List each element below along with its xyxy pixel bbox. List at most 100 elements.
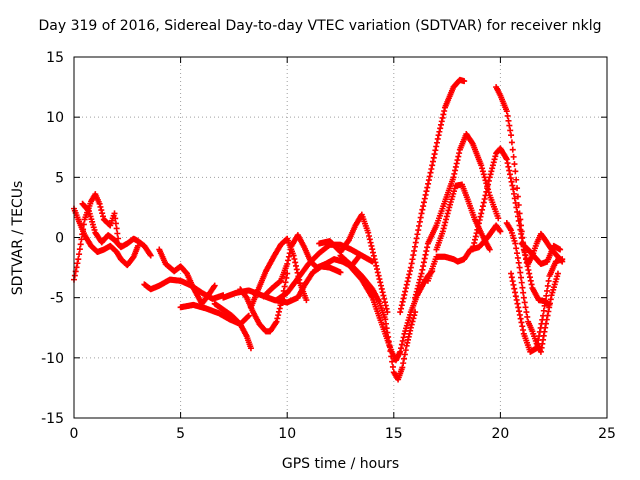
data-point-marker (74, 260, 81, 267)
data-point-marker (399, 298, 406, 305)
data-point-marker (512, 168, 519, 175)
data-point-marker (516, 210, 523, 217)
data-point-marker (398, 302, 405, 309)
data-point-marker (398, 341, 405, 348)
y-tick-label: -10 (41, 351, 64, 367)
y-axis-label: SDTVAR / TECUs (10, 180, 26, 296)
data-point-marker (515, 259, 522, 266)
data-point-marker (97, 203, 104, 210)
data-point-marker (419, 206, 426, 213)
data-point-marker (514, 254, 521, 261)
data-point-marker (518, 228, 525, 235)
data-point-marker (287, 246, 294, 253)
data-point-marker (509, 146, 516, 153)
data-point-marker (486, 246, 493, 253)
data-point-marker (479, 168, 486, 175)
data-point-marker (405, 274, 412, 281)
data-point-marker (337, 269, 344, 276)
data-point-marker (427, 169, 434, 176)
data-point-marker (485, 181, 492, 188)
y-tick-label: 15 (46, 50, 64, 66)
data-point-marker (112, 215, 119, 222)
data-point-marker (398, 305, 405, 312)
data-point-marker (247, 345, 254, 352)
data-point-marker (428, 166, 435, 173)
chart-title: Day 319 of 2016, Sidereal Day-to-day VTE… (38, 18, 602, 34)
data-point-marker (497, 228, 504, 235)
data-point-marker (400, 334, 407, 341)
data-point-marker (399, 337, 406, 344)
data-point-marker (479, 203, 486, 210)
data-point-marker (284, 270, 291, 277)
series-track-5 (156, 246, 218, 307)
data-point-marker (400, 360, 407, 367)
series-track-13 (316, 211, 391, 316)
data-point-marker (73, 264, 80, 271)
data-point-marker (523, 309, 530, 316)
data-point-marker (508, 132, 515, 139)
data-point-marker (520, 294, 527, 301)
data-point-marker (407, 268, 414, 275)
data-point-marker (285, 253, 292, 260)
data-point-marker (408, 321, 415, 328)
data-point-marker (514, 185, 521, 192)
data-point-marker (507, 127, 514, 134)
x-tick-label: 10 (278, 426, 296, 442)
data-point-marker (402, 347, 409, 354)
data-point-marker (503, 108, 510, 115)
data-point-marker (521, 249, 528, 256)
data-point-marker (401, 355, 408, 362)
data-point-marker (400, 295, 407, 302)
data-point-marker (424, 184, 431, 191)
data-point-marker (401, 351, 408, 358)
data-point-marker (407, 264, 414, 271)
x-tick-label: 15 (385, 426, 403, 442)
data-point-marker (559, 256, 566, 263)
series-track-21 (493, 84, 566, 267)
series-track-18 (424, 222, 504, 284)
data-point-marker (282, 279, 289, 286)
data-point-marker (413, 235, 420, 242)
series-track-7 (211, 300, 254, 352)
data-point-marker (96, 200, 103, 207)
data-point-marker (506, 122, 513, 129)
data-point-marker (303, 297, 310, 304)
data-point-marker (554, 270, 561, 277)
data-point-marker (285, 257, 292, 264)
data-point-marker (478, 210, 485, 217)
data-point-marker (483, 188, 490, 195)
series-track-16 (397, 76, 468, 316)
data-point-marker (519, 234, 526, 241)
data-point-marker (484, 185, 491, 192)
data-point-marker (420, 203, 427, 210)
data-point-marker (479, 165, 486, 172)
data-point-marker (481, 174, 488, 181)
data-point-marker (397, 309, 404, 316)
data-point-marker (99, 213, 106, 220)
data-point-marker (426, 173, 433, 180)
data-point-marker (414, 231, 421, 238)
series-track-23 (508, 256, 566, 355)
data-point-marker (417, 214, 424, 221)
data-point-marker (411, 247, 418, 254)
data-point-marker (517, 269, 524, 276)
data-point-marker (404, 278, 411, 285)
data-point-marker (519, 284, 526, 291)
data-point-marker (522, 252, 529, 259)
data-point-marker (461, 78, 468, 85)
data-point-marker (114, 230, 121, 237)
data-point-marker (403, 281, 410, 288)
data-point-marker (418, 210, 425, 217)
data-point-marker (518, 274, 525, 281)
data-point-marker (211, 282, 218, 289)
data-point-marker (482, 192, 489, 199)
data-point-marker (504, 112, 511, 119)
series-track-24 (518, 240, 564, 267)
y-tick-label: 10 (46, 110, 64, 126)
data-point-marker (423, 188, 430, 195)
data-point-marker (412, 239, 419, 246)
data-point-marker (111, 210, 118, 217)
data-point-marker (513, 176, 520, 183)
data-point-marker (518, 222, 525, 229)
data-point-marker (281, 283, 288, 290)
